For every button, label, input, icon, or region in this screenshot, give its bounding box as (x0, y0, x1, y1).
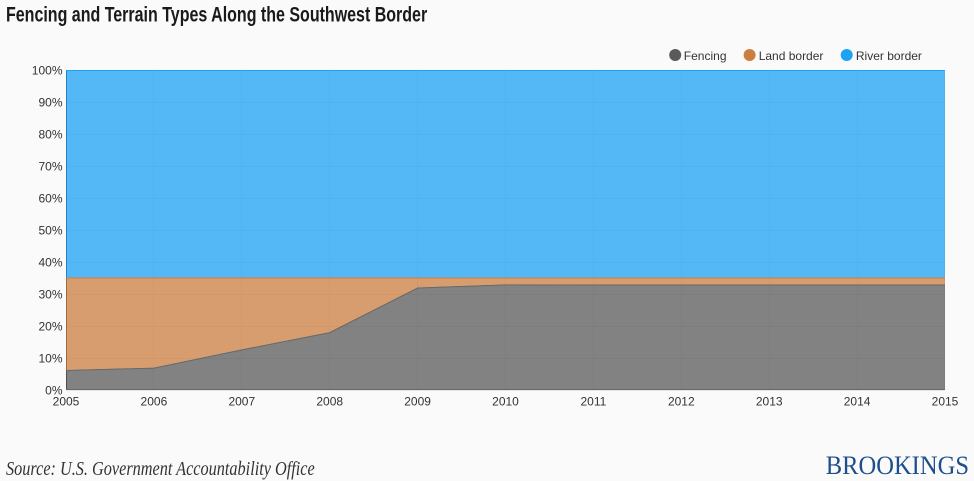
svg-text:60%: 60% (38, 191, 62, 205)
svg-text:90%: 90% (38, 95, 62, 109)
svg-text:2006: 2006 (141, 395, 168, 409)
svg-text:50%: 50% (38, 223, 62, 237)
svg-text:100%: 100% (32, 63, 63, 77)
svg-text:2007: 2007 (228, 395, 255, 409)
svg-text:2005: 2005 (53, 395, 80, 409)
svg-text:30%: 30% (38, 287, 62, 301)
svg-text:Land border: Land border (759, 49, 824, 63)
svg-text:2011: 2011 (580, 395, 606, 409)
svg-text:Source: U.S. Government Accoun: Source: U.S. Government Accountability O… (6, 457, 315, 479)
svg-text:70%: 70% (38, 159, 62, 173)
svg-text:0%: 0% (45, 383, 63, 397)
svg-text:Fencing: Fencing (684, 49, 727, 63)
svg-text:2015: 2015 (932, 395, 959, 409)
svg-text:Fencing and Terrain Types Alon: Fencing and Terrain Types Along the Sout… (6, 3, 427, 27)
svg-text:2014: 2014 (844, 395, 871, 409)
svg-text:River border: River border (856, 49, 922, 63)
svg-text:80%: 80% (38, 127, 62, 141)
svg-text:20%: 20% (38, 319, 62, 333)
svg-text:BROOKINGS: BROOKINGS (826, 450, 969, 480)
svg-text:10%: 10% (38, 351, 62, 365)
svg-text:2012: 2012 (668, 395, 695, 409)
svg-text:2010: 2010 (492, 395, 519, 409)
svg-text:2008: 2008 (316, 395, 343, 409)
svg-text:2013: 2013 (756, 395, 783, 409)
svg-text:2009: 2009 (404, 395, 431, 409)
svg-text:40%: 40% (38, 255, 62, 269)
